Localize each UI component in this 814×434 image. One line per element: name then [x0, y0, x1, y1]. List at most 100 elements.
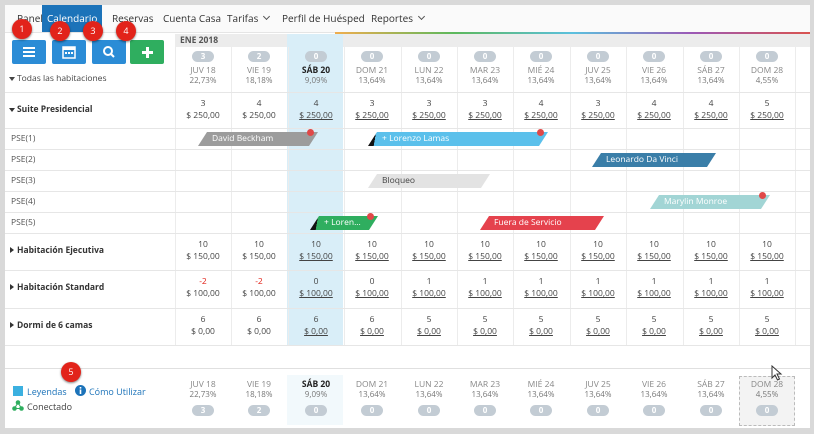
rate-price[interactable]: $ 0,00	[360, 326, 384, 337]
rate-price[interactable]: $ 150,00	[412, 251, 446, 262]
day-label: JUV 18	[190, 65, 216, 76]
rate-price[interactable]: $ 0,00	[417, 326, 441, 337]
booking-flag	[537, 129, 544, 136]
day-occupancy: 13,64%	[358, 389, 386, 400]
booking-bar[interactable]: + Lorenzo Lamas	[368, 132, 548, 146]
rate-price[interactable]: $ 250,00	[355, 110, 389, 121]
booking-bar[interactable]: Fuera de Servicio	[480, 216, 604, 230]
availability-count: 1	[426, 276, 432, 287]
rate-price[interactable]: $ 0,00	[586, 326, 610, 337]
availability-count: 4	[708, 98, 714, 109]
calendar-button[interactable]	[52, 40, 86, 64]
rate-price[interactable]: $ 150,00	[694, 251, 728, 262]
rate-price[interactable]: $ 0,00	[191, 326, 215, 337]
availability-count: 10	[254, 239, 264, 250]
today-column	[287, 34, 343, 345]
rate-price[interactable]: $ 100,00	[524, 288, 558, 299]
rate-price[interactable]: $ 150,00	[637, 251, 671, 262]
availability-count: 5	[482, 314, 488, 325]
step-marker: 3	[83, 21, 103, 41]
rate-price[interactable]: $ 250,00	[524, 110, 558, 121]
booking-flag	[759, 192, 766, 199]
rate-price[interactable]: $ 100,00	[637, 288, 671, 299]
step-marker: 5	[61, 362, 81, 382]
menu-icon	[23, 47, 35, 57]
rate-price[interactable]: $ 250,00	[299, 110, 333, 121]
day-badge: 0	[643, 405, 665, 416]
rate-price[interactable]: $ 100,00	[581, 288, 615, 299]
rate-price[interactable]: $ 250,00	[694, 110, 728, 121]
column-line	[570, 47, 571, 345]
nav-item[interactable]: Tarifas	[222, 5, 274, 32]
availability-count: 3	[369, 98, 375, 109]
rate-price[interactable]: $ 100,00	[242, 288, 276, 299]
rate-price[interactable]: $ 100,00	[694, 288, 728, 299]
rate-price[interactable]: $ 100,00	[750, 288, 784, 299]
rate-price[interactable]: $ 0,00	[699, 326, 723, 337]
nav-item[interactable]: Perfil de Huésped	[282, 11, 365, 25]
rate-price[interactable]: $ 150,00	[299, 251, 333, 262]
legend-icon	[13, 386, 23, 396]
rate-price[interactable]: $ 150,00	[242, 251, 276, 262]
footer-divider	[5, 368, 810, 369]
day-label: LUN 22	[414, 65, 444, 76]
day-badge: 0	[418, 405, 440, 416]
booking-bar[interactable]: Bloqueo	[368, 174, 490, 188]
add-button[interactable]	[130, 40, 164, 64]
column-line	[626, 47, 627, 345]
caret	[9, 77, 15, 81]
rate-price[interactable]: $ 150,00	[186, 251, 220, 262]
legend-link[interactable]: Leyendas	[27, 385, 67, 398]
availability-count: 1	[651, 276, 657, 287]
rate-price[interactable]: $ 100,00	[412, 288, 446, 299]
booking-bar[interactable]: Marylin Monroe	[650, 195, 770, 209]
day-label: MIÉ 24	[527, 379, 555, 390]
rate-price[interactable]: $ 0,00	[304, 326, 328, 337]
availability-count: 10	[480, 239, 490, 250]
day-label: VIE 26	[641, 65, 667, 76]
rate-price[interactable]: $ 0,00	[473, 326, 497, 337]
rate-price[interactable]: $ 0,00	[529, 326, 553, 337]
help-link[interactable]: Cómo Utilizar	[89, 385, 146, 398]
rate-price[interactable]: $ 150,00	[750, 251, 784, 262]
availability-count: 10	[198, 239, 208, 250]
rate-price[interactable]: $ 250,00	[750, 110, 784, 121]
room-type-name: Suite Presidencial	[17, 104, 93, 115]
booking-bar[interactable]: + Loren...	[310, 216, 378, 230]
rate-price[interactable]: $ 250,00	[637, 110, 671, 121]
search-button[interactable]	[92, 40, 126, 64]
rate-price[interactable]: $ 150,00	[581, 251, 615, 262]
rate-price[interactable]: $ 100,00	[468, 288, 502, 299]
rate-price[interactable]: $ 0,00	[755, 326, 779, 337]
column-line	[513, 47, 514, 345]
rate-price[interactable]: $ 250,00	[412, 110, 446, 121]
availability-count: 3	[482, 98, 488, 109]
room-name: PSE(2)	[11, 154, 36, 165]
nav-item[interactable]: Reportes	[366, 5, 429, 32]
rate-price[interactable]: $ 0,00	[642, 326, 666, 337]
booking-bar[interactable]: David Beckham	[198, 132, 318, 146]
booking-bar[interactable]: Leonardo Da Vinci	[592, 153, 716, 167]
day-badge: 3	[192, 51, 214, 62]
rate-price[interactable]: $ 100,00	[355, 288, 389, 299]
menu-button[interactable]	[12, 40, 46, 64]
nav-item[interactable]: Cuenta Casa	[163, 11, 222, 25]
rate-price[interactable]: $ 100,00	[186, 288, 220, 299]
column-line	[288, 47, 289, 345]
day-label: DOM 28	[750, 65, 784, 76]
rate-price[interactable]: $ 250,00	[581, 110, 615, 121]
availability-count: 10	[536, 239, 546, 250]
rate-price[interactable]: $ 250,00	[468, 110, 502, 121]
rate-price[interactable]: $ 150,00	[524, 251, 558, 262]
rate-price[interactable]: $ 250,00	[242, 110, 276, 121]
search-icon	[103, 46, 115, 58]
rate-price[interactable]: $ 100,00	[299, 288, 333, 299]
rate-price[interactable]: $ 150,00	[468, 251, 502, 262]
rate-price[interactable]: $ 250,00	[186, 110, 220, 121]
rate-price[interactable]: $ 0,00	[247, 326, 271, 337]
availability-count: 10	[762, 239, 772, 250]
availability-count: 5	[764, 98, 770, 109]
availability-count: 4	[313, 98, 319, 109]
column-line	[231, 47, 232, 345]
rate-price[interactable]: $ 150,00	[355, 251, 389, 262]
